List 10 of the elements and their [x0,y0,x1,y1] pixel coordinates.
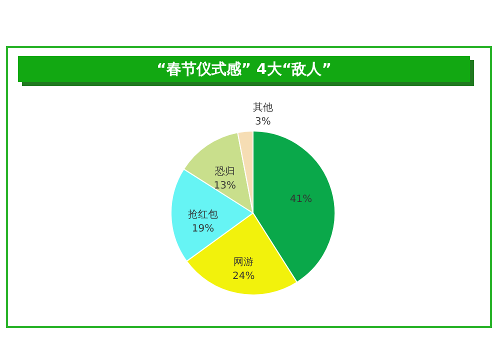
data-label: 3% [255,116,271,128]
data-label: 24% [232,271,255,282]
data-label: 13% [214,180,236,192]
chart-title: “春节仪式感” 4大“敌人” [18,56,470,82]
data-label: 19% [192,224,214,235]
slice-label: 网游 [234,256,254,268]
data-label: 41% [290,194,312,206]
slice-label: 抢红包 [188,208,218,221]
slice-label: 其他 [252,101,273,114]
slice-label: 恐归 [214,166,235,178]
